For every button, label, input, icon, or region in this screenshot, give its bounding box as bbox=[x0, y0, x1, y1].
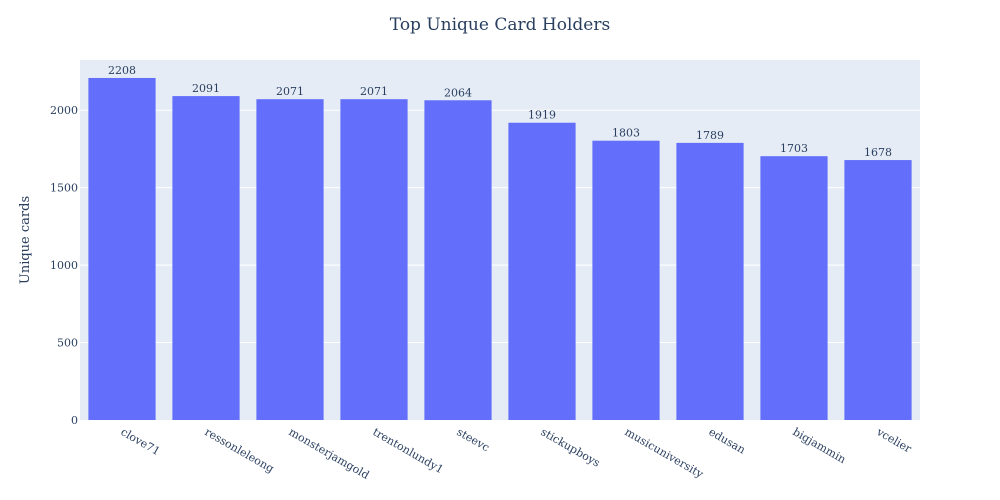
x-tick-label: trentonlundy1 bbox=[371, 425, 446, 476]
data-label: 2071 bbox=[360, 85, 388, 98]
x-tick-label: edusan bbox=[707, 425, 748, 456]
data-label: 1803 bbox=[612, 127, 640, 140]
y-tick-label: 500 bbox=[57, 337, 78, 350]
bar bbox=[592, 140, 660, 420]
x-tick-label: musicuniversity bbox=[623, 425, 707, 481]
data-label: 1703 bbox=[780, 142, 808, 155]
y-tick-label: 2000 bbox=[50, 104, 78, 117]
data-label: 2208 bbox=[108, 64, 136, 77]
data-label: 2091 bbox=[192, 82, 220, 95]
bar bbox=[88, 77, 156, 420]
data-label: 1919 bbox=[528, 109, 556, 122]
x-tick-label: monsterjamgold bbox=[287, 425, 372, 482]
x-tick-label: bigjammin bbox=[791, 425, 849, 466]
bar bbox=[760, 156, 828, 420]
y-tick-label: 1000 bbox=[50, 259, 78, 272]
x-tick-label: clove71 bbox=[119, 425, 163, 458]
data-label: 2071 bbox=[276, 85, 304, 98]
x-tick-label: ressonleleong bbox=[203, 425, 277, 475]
x-axis-ticks: clove71 ressonleleong monsterjamgold trento… bbox=[119, 425, 915, 482]
bar bbox=[424, 100, 492, 420]
chart-title: Top Unique Card Holders bbox=[390, 15, 610, 35]
bar bbox=[340, 99, 408, 421]
bar bbox=[256, 99, 324, 421]
bars bbox=[88, 77, 912, 421]
data-label: 1789 bbox=[696, 129, 724, 142]
x-tick-label: steevc bbox=[455, 425, 492, 454]
bar bbox=[844, 160, 912, 420]
x-tick-label: stickupboys bbox=[539, 425, 603, 469]
bar bbox=[676, 142, 744, 420]
x-tick-label: vcelier bbox=[874, 425, 915, 456]
y-tick-label: 0 bbox=[71, 414, 78, 427]
y-tick-label: 1500 bbox=[50, 182, 78, 195]
y-axis-ticks: 0 500 1000 1500 2000 bbox=[50, 104, 78, 427]
data-label: 2064 bbox=[444, 86, 472, 99]
bar bbox=[172, 96, 240, 420]
bar bbox=[508, 122, 576, 420]
data-label: 1678 bbox=[864, 146, 892, 159]
value-labels: 2208 2091 2071 2071 2064 1919 1803 1789 1703 1678 bbox=[108, 64, 892, 159]
y-axis-label: Unique cards bbox=[18, 196, 33, 284]
